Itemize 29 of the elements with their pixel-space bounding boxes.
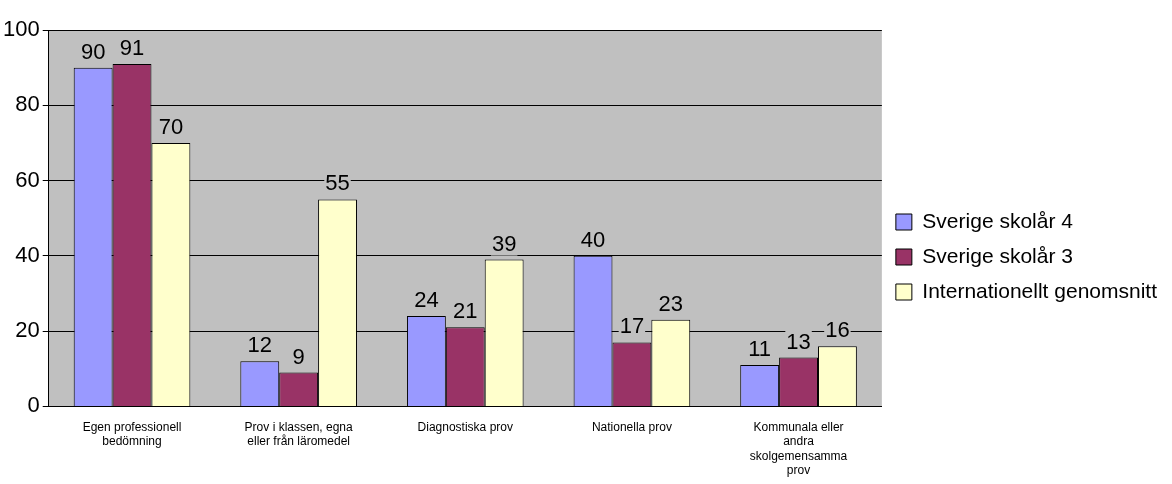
y-tick-label: 0 [27,392,40,418]
data-label: 40 [580,226,606,252]
x-tick-label: Diagnostiska prov [417,419,513,434]
y-tick-label: 100 [2,16,40,42]
x-tick-label: Egen professionell bedömning [82,419,182,449]
legend-label: Internationellt genomsnitt [922,278,1158,302]
data-label: 70 [158,113,184,139]
legend-label: Sverige skolår 4 [922,208,1074,232]
data-label: 9 [292,343,305,369]
data-label: 23 [658,290,684,316]
legend-label: Sverige skolår 3 [922,243,1073,267]
x-tick-label: Kommunala eller andra skolgemensamma prov [749,419,848,478]
data-label: 11 [748,336,772,362]
data-label: 39 [491,230,517,256]
y-tick-label: 40 [15,241,40,267]
data-label: 91 [119,34,145,60]
data-label: 90 [80,38,106,64]
y-tick-label: 80 [15,91,40,117]
y-tick-label: 20 [15,317,40,343]
data-label: 13 [786,328,811,354]
x-tick-label: Nationella prov [591,419,672,434]
data-label: 24 [414,287,439,313]
x-tick-label: Prov i klassen, egna eller från läromedel [244,419,354,449]
y-tick-label: 60 [15,166,40,192]
data-label: 21 [453,298,478,324]
data-label: 16 [825,317,850,343]
data-label: 17 [619,313,645,339]
data-label: 55 [325,170,350,196]
data-label: 12 [247,332,273,358]
